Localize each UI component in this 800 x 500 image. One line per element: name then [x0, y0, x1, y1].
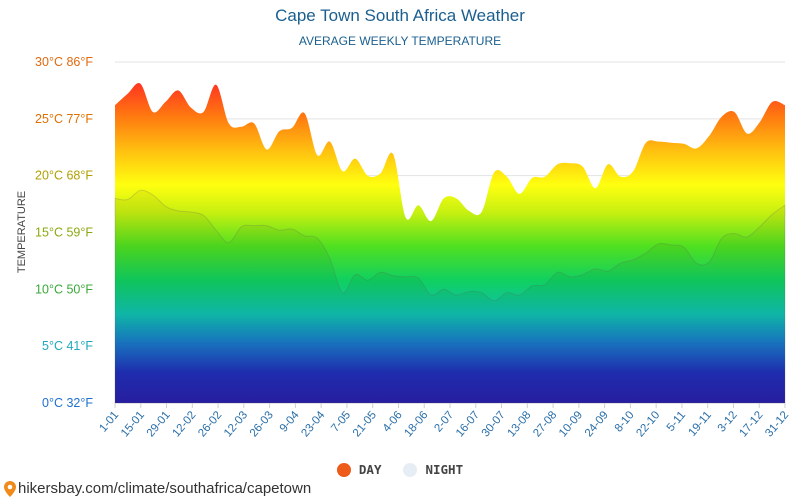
x-tick-label: 23-04	[299, 409, 327, 440]
source-text: hikersbay.com/climate/southafrica/capeto…	[18, 480, 312, 497]
x-tick-label: 29-01	[145, 409, 173, 439]
x-tick-label: 5-11	[665, 409, 688, 434]
y-tick-label: 20°C 68°F	[35, 169, 93, 183]
map-pin-icon	[4, 480, 16, 497]
series-night-area	[114, 189, 786, 404]
legend: DAY NIGHT	[0, 462, 800, 477]
chart-subtitle: AVERAGE WEEKLY TEMPERATURE	[298, 34, 502, 48]
y-tick-label: 5°C 41°F	[42, 339, 93, 353]
day-dot-icon	[336, 462, 351, 477]
x-tick-label: 15-01	[119, 409, 147, 439]
x-tick-label: 16-07	[454, 409, 482, 439]
legend-day-label: DAY	[358, 462, 382, 477]
x-tick-label: 4-06	[381, 409, 405, 434]
x-tick-label: 17-12	[737, 409, 765, 439]
x-tick-label: 30-07	[480, 409, 508, 439]
x-tick-label: 22-10	[634, 409, 662, 439]
x-tick-label: 2-07	[432, 409, 456, 434]
x-tick-label: 12-03	[222, 409, 250, 439]
y-tick-label: 30°C 86°F	[35, 55, 93, 69]
x-tick-label: 3-12	[716, 409, 740, 434]
series-day-area	[115, 83, 785, 404]
x-tick-label: 27-08	[531, 409, 559, 439]
y-axis-label: TEMPERATURE	[16, 191, 28, 273]
legend-item-night[interactable]: NIGHT	[403, 462, 463, 477]
y-tick-label: 15°C 59°F	[35, 226, 93, 240]
chart-title: Cape Town South Africa Weather	[275, 6, 525, 25]
x-tick-label: 9-04	[278, 409, 302, 435]
night-dot-icon	[403, 462, 418, 477]
x-tick-label: 7-05	[329, 409, 353, 434]
x-tick-label: 21-05	[351, 409, 379, 439]
y-tick-label: 0°C 32°F	[42, 396, 93, 410]
x-tick-label: 18-06	[402, 409, 430, 439]
x-tick-label: 26-03	[248, 409, 276, 439]
x-tick-label: 24-09	[583, 409, 611, 439]
y-tick-label: 25°C 77°F	[35, 112, 93, 126]
x-tick-label: 26-02	[196, 409, 224, 439]
x-tick-label: 12-02	[171, 409, 199, 439]
x-tick-label: 8-10	[613, 409, 637, 434]
legend-night-label: NIGHT	[425, 462, 464, 477]
legend-item-day[interactable]: DAY	[336, 462, 382, 477]
y-tick-label: 10°C 50°F	[35, 282, 93, 296]
y-axis-ticks: 0°C 32°F 5°C 41°F 10°C 50°F 15°C 59°F 20°C 6…	[35, 55, 93, 410]
x-tick-label: 19-11	[686, 409, 714, 439]
x-tick-label: 31-12	[763, 409, 791, 439]
x-tick-label: 1-01	[97, 409, 121, 434]
source-link[interactable]: hikersbay.com/climate/southafrica/capeto…	[4, 480, 311, 497]
series-areas	[114, 83, 786, 404]
x-tick-label: 10-09	[557, 409, 585, 439]
x-tick-label: 13-08	[506, 409, 534, 439]
